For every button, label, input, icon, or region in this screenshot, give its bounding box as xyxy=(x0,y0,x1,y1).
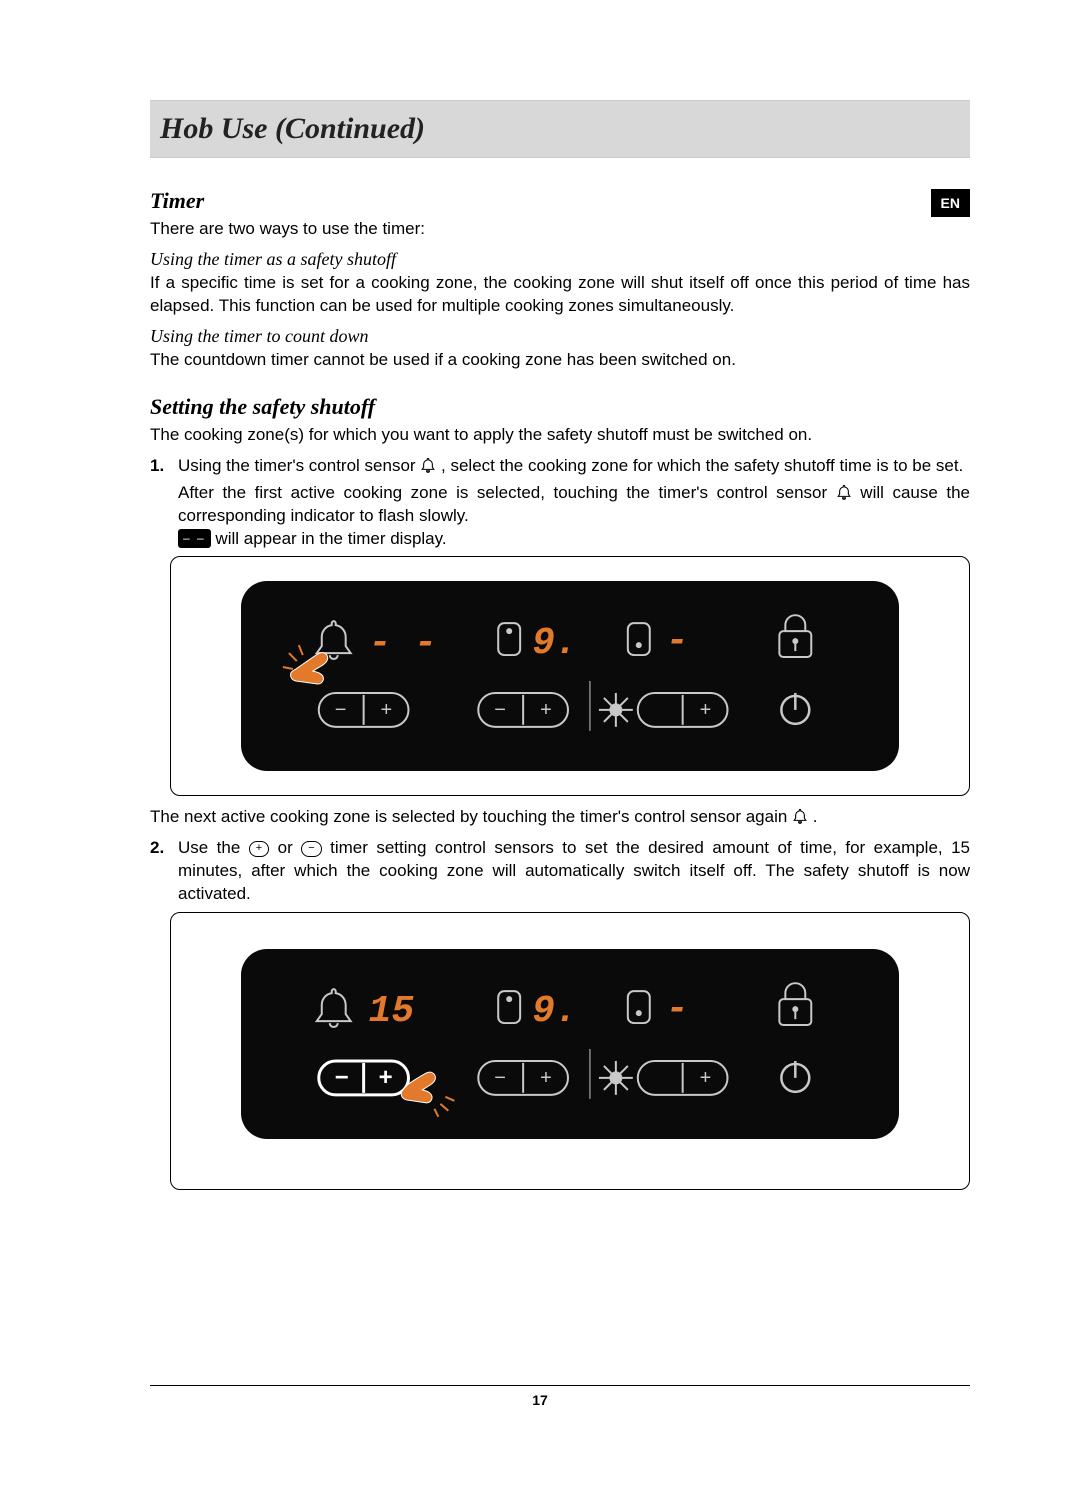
zone1-display: 9. xyxy=(532,623,577,666)
control-panel-figure-2: 15 9. - − + xyxy=(170,912,970,1190)
zone-indicator-icon xyxy=(628,991,650,1023)
dash-badge-icon: – – xyxy=(178,529,211,548)
bell-icon xyxy=(836,484,852,500)
hob-control-panel: - - 9. - xyxy=(241,581,899,771)
svg-text:+: + xyxy=(379,1064,393,1091)
between-para: The next active cooking zone is selected… xyxy=(150,806,970,829)
footer-rule xyxy=(150,1385,970,1386)
page-header: Hob Use (Continued) xyxy=(150,100,970,158)
page-number: 17 xyxy=(0,1392,1080,1408)
timer-intro: There are two ways to use the timer: xyxy=(150,218,970,241)
page-title: Hob Use (Continued) xyxy=(160,112,425,146)
plus-pill-icon: + xyxy=(249,841,269,857)
svg-text:−: − xyxy=(335,1064,349,1091)
svg-text:+: + xyxy=(700,1067,712,1089)
zone2-display: - xyxy=(666,988,689,1031)
subheading-shutoff: Using the timer as a safety shutoff xyxy=(150,249,970,270)
safety-heading: Setting the safety shutoff xyxy=(150,394,970,420)
language-tab: EN xyxy=(931,189,970,217)
zone1-display: 9. xyxy=(532,990,577,1033)
burst-icon xyxy=(599,693,633,727)
bell-icon xyxy=(420,457,436,473)
lock-icon xyxy=(779,616,811,658)
burst-icon xyxy=(599,1061,633,1095)
svg-text:+: + xyxy=(381,699,393,721)
svg-text:−: − xyxy=(494,1067,506,1089)
subbody-countdown: The countdown timer cannot be used if a … xyxy=(150,349,970,372)
safety-intro: The cooking zone(s) for which you want t… xyxy=(150,424,970,447)
timer-display: 15 xyxy=(369,990,415,1033)
svg-text:−: − xyxy=(494,699,506,721)
svg-text:+: + xyxy=(700,699,712,721)
zone2-display: - xyxy=(666,621,689,664)
bell-icon xyxy=(792,808,808,824)
power-icon xyxy=(781,1061,809,1092)
subbody-shutoff: If a specific time is set for a cooking … xyxy=(150,272,970,318)
minus-pill-icon: − xyxy=(301,841,321,857)
steps-list-cont: Use the + or − timer setting control sen… xyxy=(150,837,970,906)
bell-icon xyxy=(317,989,351,1027)
step-1: Using the timer's control sensor , selec… xyxy=(150,455,970,551)
timer-display: - - xyxy=(369,623,437,666)
steps-list: Using the timer's control sensor , selec… xyxy=(150,455,970,551)
svg-text:+: + xyxy=(540,699,552,721)
lock-icon xyxy=(779,983,811,1025)
step-2: Use the + or − timer setting control sen… xyxy=(150,837,970,906)
svg-text:−: − xyxy=(335,699,347,721)
hob-control-panel: 15 9. - − + xyxy=(241,949,899,1139)
control-panel-figure-1: - - 9. - xyxy=(170,556,970,796)
zone-indicator-icon xyxy=(628,624,650,656)
power-icon xyxy=(781,693,809,724)
timer-heading: Timer xyxy=(150,188,970,214)
svg-text:+: + xyxy=(540,1067,552,1089)
zone-indicator-icon xyxy=(498,624,520,656)
subheading-countdown: Using the timer to count down xyxy=(150,326,970,347)
zone-indicator-icon xyxy=(498,991,520,1023)
hand-pointer-icon xyxy=(283,646,328,685)
